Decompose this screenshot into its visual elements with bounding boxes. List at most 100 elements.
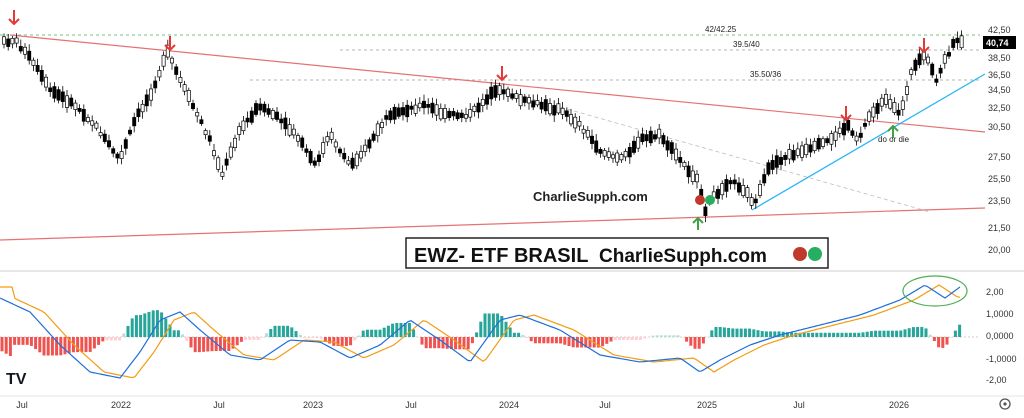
macd-histogram-bar	[819, 332, 823, 337]
macd-histogram-bar	[517, 332, 521, 337]
macd-histogram-bar	[349, 337, 353, 346]
candle-body	[926, 56, 930, 64]
macd-histogram-bar	[323, 337, 327, 342]
candle-body	[2, 36, 6, 45]
macd-histogram-bar	[294, 331, 298, 337]
macd-histogram-bar	[252, 337, 256, 340]
price-tick-label: 27,50	[988, 152, 1011, 162]
macd-highlight-circle	[902, 275, 968, 307]
macd-histogram-bar	[97, 337, 101, 345]
candle-body	[615, 152, 620, 163]
macd-histogram-bar	[706, 336, 710, 338]
macd-histogram-bar	[680, 337, 684, 338]
macd-line	[0, 284, 961, 379]
macd-histogram-bar	[790, 332, 794, 337]
candle-body	[770, 160, 775, 170]
macd-histogram-bar	[458, 337, 462, 350]
macd-histogram-bar	[244, 337, 248, 340]
macd-histogram-bar	[382, 327, 386, 337]
candle-body	[829, 133, 834, 145]
macd-histogram-bar	[248, 337, 252, 340]
candle-body	[959, 35, 964, 49]
candle-body	[812, 140, 817, 152]
candle-body	[384, 115, 389, 120]
candle-body	[86, 117, 90, 122]
time-tick-label: 2025	[697, 400, 717, 410]
price-tick-label: 30,50	[988, 122, 1011, 132]
candle-body	[674, 148, 678, 161]
candle-body	[703, 206, 708, 216]
macd-histogram-bar	[836, 332, 840, 337]
candle-body	[241, 120, 246, 132]
price-tick-label: 20,00	[988, 245, 1011, 255]
candle-body	[858, 132, 863, 138]
candle-body	[795, 148, 800, 156]
macd-histogram-bar	[626, 337, 630, 340]
candle-body	[31, 59, 36, 66]
candle-body	[934, 78, 939, 83]
macd-histogram-bar	[42, 337, 46, 356]
candle-body	[758, 184, 762, 196]
candle-body	[720, 183, 725, 196]
candle-body	[405, 104, 410, 118]
candle-body	[102, 133, 107, 142]
macd-histogram-bar	[676, 335, 680, 337]
candle-body	[266, 108, 271, 115]
macd-histogram-bar	[563, 337, 567, 345]
price-tick-label: 32,50	[988, 103, 1011, 113]
candle-body	[422, 100, 426, 109]
candle-body	[451, 111, 456, 117]
candle-body	[510, 93, 515, 99]
macd-histogram-bar	[764, 331, 768, 337]
uptrend-line	[751, 73, 986, 211]
macd-signal-line	[0, 284, 961, 379]
candle-body	[690, 170, 695, 182]
candle-body	[430, 102, 435, 114]
macd-histogram-bar	[651, 335, 655, 337]
macd-histogram-bar	[63, 337, 67, 355]
candle-body	[300, 137, 305, 148]
macd-histogram-bar	[886, 330, 890, 337]
macd-histogram-bar	[340, 337, 344, 346]
macd-tick-label: -2,00	[986, 375, 1007, 385]
macd-histogram-bar	[315, 337, 319, 339]
macd-histogram-bar	[17, 337, 21, 345]
candle-body	[518, 94, 523, 107]
candle-body	[312, 160, 317, 166]
macd-histogram-bar	[748, 328, 752, 337]
macd-histogram-bar	[374, 329, 378, 337]
macd-histogram-bar	[126, 325, 130, 337]
candle-body	[186, 90, 191, 102]
candle-body	[90, 120, 95, 126]
candle-body	[657, 128, 662, 139]
macd-histogram-bar	[584, 337, 588, 348]
macd-histogram-bar	[122, 333, 126, 337]
candle-body	[464, 114, 468, 119]
candle-body	[455, 112, 460, 120]
macd-histogram-bar	[953, 330, 957, 337]
candle-body	[128, 129, 132, 135]
macd-histogram-bar	[848, 332, 852, 337]
candle-body	[123, 139, 128, 149]
macd-histogram-bar	[206, 337, 210, 352]
price-tick-label: 23,50	[988, 196, 1011, 206]
macd-tick-label: -1,0000	[986, 354, 1017, 364]
tradingview-logo-icon[interactable]: TV	[6, 371, 27, 388]
candle-body	[443, 108, 447, 119]
candle-body	[304, 148, 309, 153]
candle-body	[863, 123, 867, 127]
candle-body	[350, 157, 355, 169]
macd-histogram-bar	[739, 328, 743, 337]
gear-icon[interactable]	[999, 398, 1011, 410]
macd-histogram-bar	[823, 332, 827, 337]
time-tick-label: Jul	[16, 400, 28, 410]
macd-histogram-bar	[50, 337, 54, 356]
macd-histogram-bar	[949, 337, 953, 338]
candle-body	[220, 171, 225, 177]
macd-histogram-bar	[176, 330, 180, 337]
macd-histogram-bar	[722, 327, 726, 337]
candle-body	[527, 97, 531, 104]
time-tick-label: Jul	[599, 400, 611, 410]
candle-body	[506, 88, 510, 97]
time-tick-label: 2022	[111, 400, 131, 410]
